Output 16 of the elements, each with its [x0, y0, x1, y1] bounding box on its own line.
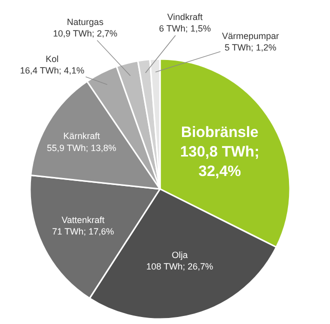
data-label: 16,4 TWh; 4,1%	[20, 66, 84, 76]
slice-label: Olja	[172, 250, 188, 260]
slice-label: Kol	[46, 54, 59, 64]
data-label: 10,9 TWh; 2,7%	[53, 28, 118, 39]
slice-label: Vindkraft	[167, 12, 204, 22]
slice-label: Vattenkraft	[62, 214, 106, 225]
data-label: 130,8 TWh; 32,4%	[180, 144, 260, 180]
slice-label: Kärnkraft	[63, 131, 100, 142]
data-label: 71 TWh; 17,6%	[52, 226, 114, 237]
data-label: 5 TWh; 1,2%	[224, 42, 276, 53]
data-label: 55,9 TWh; 13,8%	[46, 142, 116, 153]
slice-label: Biobränsle	[180, 124, 259, 142]
slice-label: Värmepumpar	[222, 31, 280, 41]
data-label: 108 TWh; 26,7%	[146, 262, 214, 272]
slice-label: Naturgas	[66, 17, 104, 27]
data-label: 6 TWh; 1,5%	[159, 24, 211, 34]
